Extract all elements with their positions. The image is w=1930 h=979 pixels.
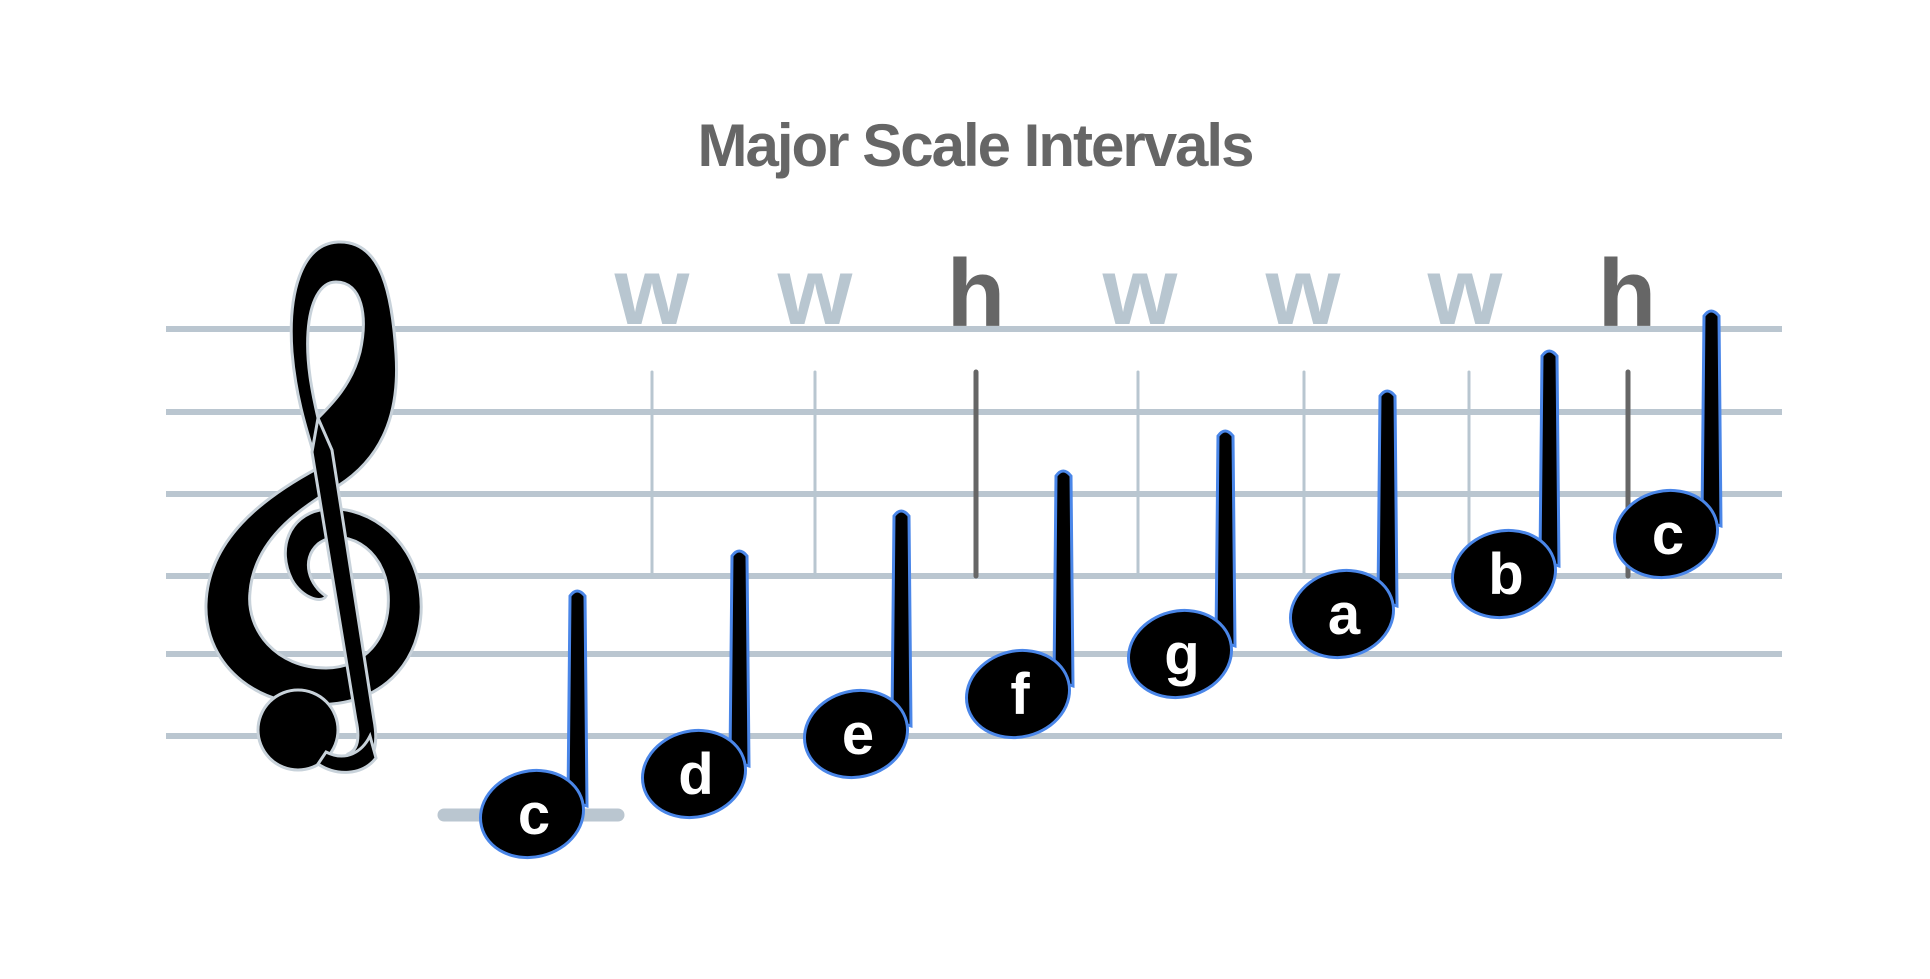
note-label: g [1164, 622, 1199, 687]
interval-label-half: h [1598, 240, 1657, 347]
note-head [1450, 528, 1558, 620]
note-stem [1376, 389, 1399, 609]
treble-clef-icon [204, 240, 423, 774]
note-head [964, 648, 1072, 740]
interval-label-whole: w [1427, 238, 1503, 345]
note-label: d [678, 742, 713, 807]
interval-label-whole: w [777, 238, 853, 345]
note-7: c [1612, 309, 1723, 580]
note-2: e [802, 509, 913, 780]
scale-notes: c d e f g a b c [478, 309, 1723, 860]
note-0: c [478, 589, 589, 860]
note-stem [1538, 349, 1561, 569]
note-stem [728, 549, 751, 769]
note-stem [890, 509, 913, 729]
note-6: b [1450, 349, 1561, 620]
interval-label-whole: w [1102, 238, 1178, 345]
interval-markers [650, 369, 1631, 579]
note-5: a [1288, 389, 1399, 660]
note-label: c [1652, 502, 1684, 567]
note-stem [566, 589, 589, 809]
note-head [1288, 568, 1396, 660]
note-stem [1700, 309, 1723, 529]
interval-label-half: h [947, 240, 1006, 347]
interval-label-whole: w [1265, 238, 1341, 345]
note-label: a [1328, 582, 1361, 647]
note-head [802, 688, 910, 780]
note-label: b [1488, 542, 1523, 607]
note-3: f [964, 469, 1075, 740]
note-4: g [1126, 429, 1237, 700]
note-1: d [640, 549, 751, 820]
note-label: f [1010, 662, 1030, 727]
interval-label-whole: w [614, 238, 690, 345]
note-stem [1052, 469, 1075, 689]
note-head [478, 768, 586, 860]
note-label: c [518, 782, 550, 847]
diagram-title: Major Scale Intervals [698, 112, 1253, 179]
note-label: e [842, 702, 874, 767]
note-head [1612, 488, 1720, 580]
note-stem [1214, 429, 1237, 649]
note-head [640, 728, 748, 820]
note-head [1126, 608, 1234, 700]
